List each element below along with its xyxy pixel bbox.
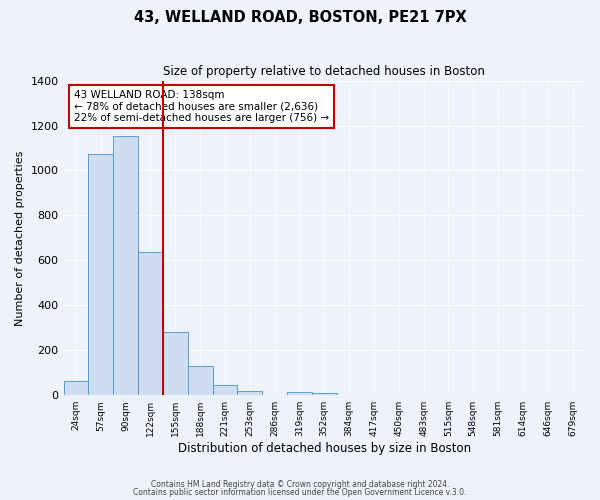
Bar — [188, 366, 212, 395]
Text: 43, WELLAND ROAD, BOSTON, PE21 7PX: 43, WELLAND ROAD, BOSTON, PE21 7PX — [134, 10, 466, 25]
Title: Size of property relative to detached houses in Boston: Size of property relative to detached ho… — [163, 65, 485, 78]
Bar — [163, 332, 188, 395]
Bar — [212, 385, 238, 395]
Text: Contains public sector information licensed under the Open Government Licence v.: Contains public sector information licen… — [133, 488, 467, 497]
Bar — [287, 392, 312, 395]
Text: 43 WELLAND ROAD: 138sqm
← 78% of detached houses are smaller (2,636)
22% of semi: 43 WELLAND ROAD: 138sqm ← 78% of detache… — [74, 90, 329, 123]
Bar — [64, 380, 88, 395]
Bar — [113, 136, 138, 395]
Bar — [238, 390, 262, 395]
Bar — [312, 393, 337, 395]
Text: Contains HM Land Registry data © Crown copyright and database right 2024.: Contains HM Land Registry data © Crown c… — [151, 480, 449, 489]
Y-axis label: Number of detached properties: Number of detached properties — [15, 150, 25, 326]
X-axis label: Distribution of detached houses by size in Boston: Distribution of detached houses by size … — [178, 442, 471, 455]
Bar — [88, 154, 113, 395]
Bar — [138, 252, 163, 395]
